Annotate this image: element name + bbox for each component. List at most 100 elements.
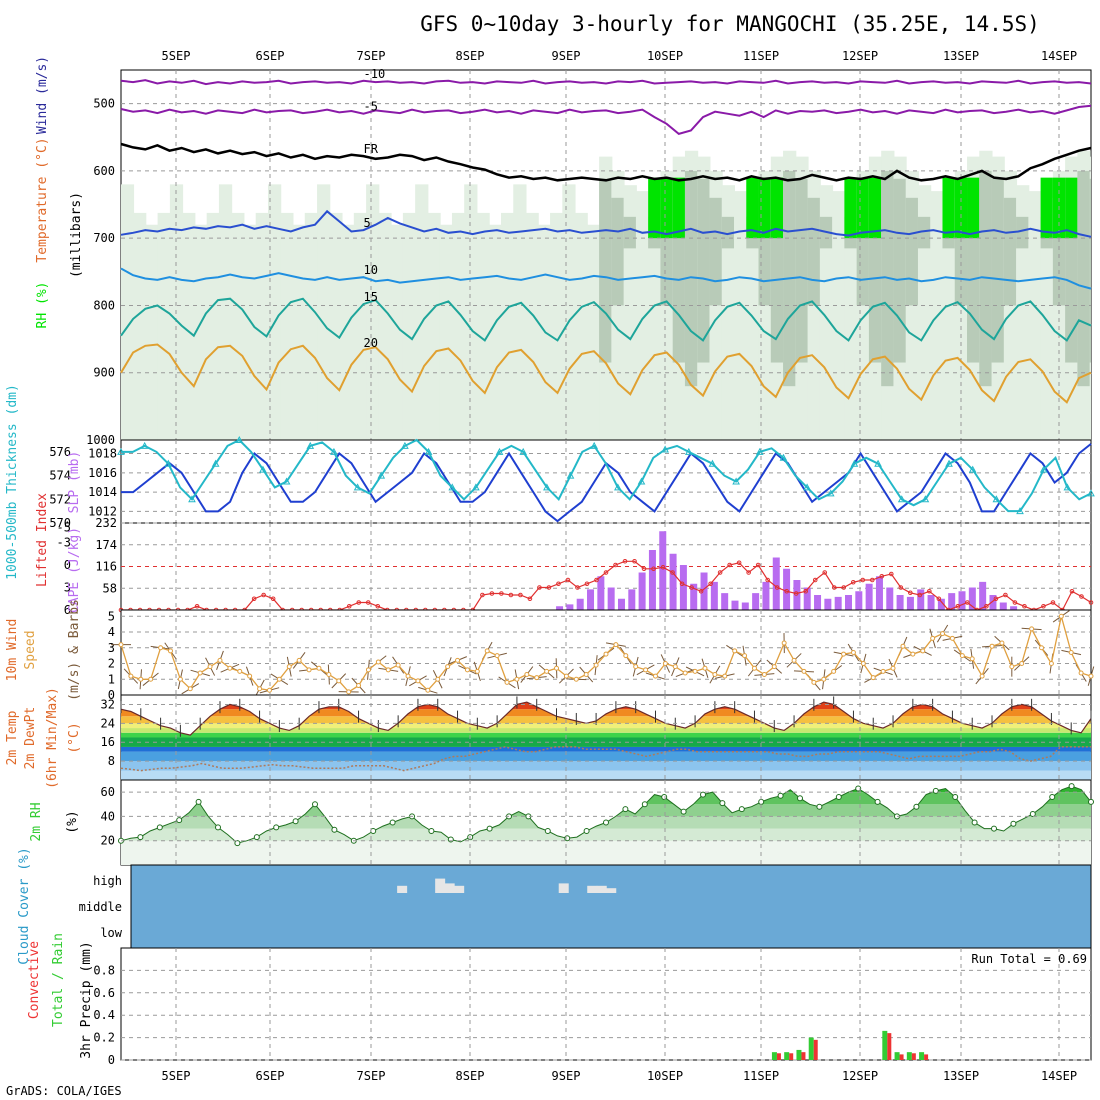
cloud-high-cell [454,885,465,893]
li-marker [613,562,618,568]
thickness-marker [921,495,930,503]
rh-marker [661,794,668,800]
thickness-marker [637,477,646,485]
rh-marker [312,801,318,808]
rh-marker [195,798,202,805]
temp-contour-label-20: 20 [364,336,378,350]
cape-ytick-116: 116 [95,560,117,574]
li-marker [261,592,266,598]
wind-ytick-5: 5 [108,609,115,623]
rh-marker [1068,783,1075,790]
rh-marker [874,798,881,805]
wind-speed-marker [504,679,510,685]
cloud-high-cell [444,883,455,893]
wind-speed-marker [197,670,203,676]
bottom-xtick-5SEP: 5SEP [162,1069,191,1083]
rh-band-light [84,213,97,440]
thickness-marker [330,447,338,455]
wind-speed-marker [593,662,599,668]
wind-ytick-4: 4 [108,625,115,639]
rh-band-mid [721,216,736,249]
li-marker [888,571,894,577]
bottom-xtick-10SEP: 10SEP [647,1069,683,1083]
rh-marker [156,824,163,831]
top-xtick-12SEP: 12SEP [842,49,878,63]
precip-ytick-0: 0 [108,1053,115,1067]
li-marker [518,592,523,598]
rh-band-bright [1065,177,1079,239]
bottom-xtick-12SEP: 12SEP [842,1069,878,1083]
wind-speed-marker [474,668,480,674]
cape-bar [886,587,894,610]
cape-bar [648,550,656,610]
wind-speed-marker [1078,670,1084,676]
rh-band-light [476,212,490,440]
wind-speed-marker [672,664,678,670]
top-xtick-8SEP: 8SEP [456,49,485,63]
precip-conv-bar [813,1039,818,1060]
wind-speed-marker [969,656,975,662]
cape-bar [917,589,925,610]
rh-band-light [353,212,368,440]
li-marker [1088,600,1094,605]
precip-ytick-0.2: 0.2 [93,1031,115,1045]
wind-speed-marker [1019,661,1025,667]
wind-speed-marker [237,668,243,674]
temp-contour-label-10: 10 [364,263,378,277]
rh-marker [777,792,784,799]
wind-speed-marker [405,673,411,679]
rh-band-light [1028,191,1042,440]
upper-air-ylabel-1: Temperature (°C) [35,137,50,262]
wind-speed-marker [534,675,540,681]
li-marker [784,588,789,594]
cape-bar [679,565,687,610]
li-marker [1003,592,1008,598]
rh-marker [215,824,221,831]
cloud-high-cell [596,885,607,893]
rh-band-light [513,184,527,440]
li-marker [489,591,495,596]
thickness-marker [472,483,480,491]
rh-band-light [390,224,404,440]
wind-speed-marker [356,683,362,689]
rh-band-mid [1003,197,1018,306]
temp-ylabel-1: 2m DewPt [23,707,38,770]
li-marker [365,600,371,605]
temp-contour--5 [120,104,1092,136]
dewpoint-line [120,746,1091,772]
rh-marker [932,787,939,794]
rh-marker [738,806,745,813]
thickness-marker [519,447,528,455]
cape-bar [731,600,739,610]
cloud-high-cell [397,885,408,893]
wind-speed-marker [791,657,797,663]
li-marker [841,585,847,590]
cape-ytick-174: 174 [95,538,117,552]
wind-speed-marker [177,676,183,682]
wind-speed-marker [692,668,698,674]
thickness-marker [590,441,599,449]
temp-band-0 [121,770,1091,780]
cape-bar [576,598,584,610]
wind-ylabel-0: 10m Wind [5,619,20,682]
rh-band-mid [684,170,699,387]
thickness-marker [732,477,740,485]
upper-air-ylabel-0: RH (%) [35,282,50,329]
temp-contour-20 [120,343,1092,404]
rh-band-light [145,224,159,440]
thickness-marker [188,495,196,503]
wind-speed-marker [732,648,738,654]
rh-marker [913,803,920,810]
wind-speed-marker [445,664,451,670]
li-marker [1050,600,1056,605]
cape-bar [669,553,677,610]
upper-air-ylabel-2: Wind (m/s) [35,56,50,134]
rh-marker [292,818,299,825]
rh-band-light [292,224,306,440]
rh-band-mid [1089,178,1091,363]
rh-marker [564,835,571,842]
rh-band-light [464,184,478,440]
rh-band-bright [770,177,785,239]
precip-total-bar [784,1052,790,1060]
temp-band-6 [121,728,1091,733]
